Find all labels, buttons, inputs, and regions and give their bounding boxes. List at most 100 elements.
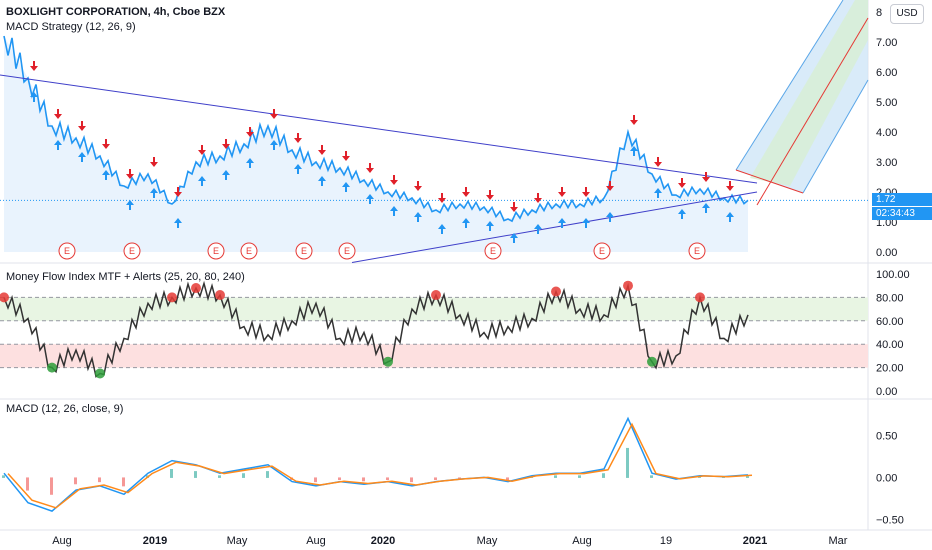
macd-histogram-bar bbox=[362, 477, 365, 482]
sell-arrow bbox=[414, 181, 422, 191]
sell-arrow bbox=[654, 157, 662, 167]
time-tick-label: May bbox=[227, 535, 248, 547]
macd-histogram-bar bbox=[434, 477, 437, 481]
macd-histogram-bar bbox=[602, 473, 605, 478]
buy-arrow bbox=[198, 176, 206, 186]
macd-histogram-bar bbox=[266, 471, 269, 478]
buy-arrow bbox=[270, 140, 278, 150]
pitchfork-upper-line bbox=[735, 0, 844, 171]
sell-arrow bbox=[54, 109, 62, 119]
mfi-tick-label: 40.00 bbox=[876, 339, 904, 351]
mfi-tick-label: 0.00 bbox=[876, 386, 897, 398]
time-tick-label: Aug bbox=[52, 535, 72, 547]
mfi-overbought-dot bbox=[623, 280, 633, 291]
buy-arrow bbox=[294, 164, 302, 174]
earnings-marker bbox=[593, 242, 611, 260]
buy-arrow bbox=[702, 203, 710, 213]
macd-histogram-bar bbox=[194, 471, 197, 478]
sell-arrow bbox=[102, 139, 110, 149]
earnings-marker-label: E bbox=[599, 246, 605, 256]
mfi-overbought-dot bbox=[0, 292, 9, 303]
macd-histogram-bar bbox=[2, 475, 5, 478]
pitchfork-mid-band bbox=[750, 0, 868, 186]
buy-arrow bbox=[654, 188, 662, 198]
earnings-marker-label: E bbox=[246, 246, 252, 256]
buy-arrow bbox=[630, 146, 638, 156]
macd-tick-label: 0.00 bbox=[876, 472, 897, 484]
time-tick-label: 19 bbox=[660, 535, 672, 547]
mfi-oversold-zone bbox=[0, 344, 868, 368]
sell-arrow bbox=[78, 121, 86, 131]
buy-arrow bbox=[534, 224, 542, 234]
sell-arrow bbox=[366, 163, 374, 173]
macd-histogram-bar bbox=[626, 447, 629, 478]
price-tick-label: 4.00 bbox=[876, 127, 897, 139]
sell-arrow bbox=[702, 172, 710, 182]
pitchfork bbox=[735, 0, 869, 206]
price-tick-label: 7.00 bbox=[876, 37, 897, 49]
earnings-marker-label: E bbox=[301, 246, 307, 256]
buy-arrow bbox=[78, 152, 86, 162]
earnings-marker bbox=[484, 242, 502, 260]
currency-badge[interactable]: USD bbox=[890, 4, 924, 24]
macd-histogram-bar bbox=[578, 475, 581, 478]
macd-signal-line bbox=[7, 422, 753, 509]
buy-arrow bbox=[222, 170, 230, 180]
mfi-overbought-dot bbox=[167, 292, 177, 303]
buy-arrow bbox=[510, 233, 518, 243]
mfi-oversold-dot bbox=[95, 368, 105, 379]
buy-arrow bbox=[366, 194, 374, 204]
sell-arrow bbox=[510, 202, 518, 212]
macd-histogram-bar bbox=[74, 477, 77, 485]
macd-histogram-bar bbox=[50, 477, 53, 495]
macd-histogram-bar bbox=[386, 477, 389, 481]
mfi-oversold-dot bbox=[383, 356, 393, 367]
buy-arrow bbox=[342, 182, 350, 192]
sell-arrow bbox=[126, 169, 134, 179]
earnings-marker-label: E bbox=[694, 246, 700, 256]
price-series-line bbox=[3, 35, 749, 223]
mfi-tick-label: 80.00 bbox=[876, 292, 904, 304]
buy-arrow bbox=[582, 218, 590, 228]
last-price-tag: 1.72 bbox=[872, 193, 932, 206]
buy-arrow bbox=[438, 224, 446, 234]
time-tick-label: May bbox=[477, 535, 498, 547]
price-tick-label: 8 bbox=[876, 7, 882, 19]
mfi-overbought-dot bbox=[695, 292, 705, 303]
macd-histogram-bar bbox=[242, 473, 245, 478]
sell-arrow bbox=[606, 181, 614, 191]
buy-arrow bbox=[150, 188, 158, 198]
sell-arrow bbox=[630, 115, 638, 125]
macd-histogram-bar bbox=[26, 477, 29, 491]
mfi-overbought-dot bbox=[191, 283, 201, 294]
macd-histogram-bar bbox=[410, 477, 413, 483]
mfi-overbought-dot bbox=[551, 286, 561, 297]
price-tick-label: 6.00 bbox=[876, 67, 897, 79]
earnings-marker-label: E bbox=[213, 246, 219, 256]
earnings-marker bbox=[338, 242, 356, 260]
macd-histogram-bar bbox=[170, 469, 173, 478]
buy-arrow bbox=[54, 140, 62, 150]
earnings-marker bbox=[295, 242, 313, 260]
time-tick-label: 2019 bbox=[143, 535, 167, 547]
macd-histogram-bar bbox=[650, 475, 653, 478]
buy-arrow bbox=[246, 158, 254, 168]
sell-arrow bbox=[294, 133, 302, 143]
earnings-marker bbox=[58, 242, 76, 260]
sell-arrow bbox=[318, 145, 326, 155]
chart-title: BOXLIGHT CORPORATION, 4h, Cboe BZX bbox=[6, 6, 226, 18]
buy-arrow bbox=[486, 221, 494, 231]
macd-histogram-bar bbox=[338, 477, 341, 481]
macd-histogram-bar bbox=[458, 477, 461, 479]
buy-arrow bbox=[390, 206, 398, 216]
buy-arrow bbox=[30, 92, 38, 102]
mfi-oversold-dot bbox=[647, 356, 657, 367]
buy-arrow bbox=[174, 218, 182, 228]
macd-histogram-bar bbox=[218, 475, 221, 478]
mfi-oversold-dot bbox=[47, 362, 57, 373]
sell-arrow bbox=[390, 175, 398, 185]
countdown-tag: 02:34:43 bbox=[872, 207, 932, 220]
sell-arrow bbox=[198, 145, 206, 155]
sell-arrow bbox=[174, 187, 182, 197]
